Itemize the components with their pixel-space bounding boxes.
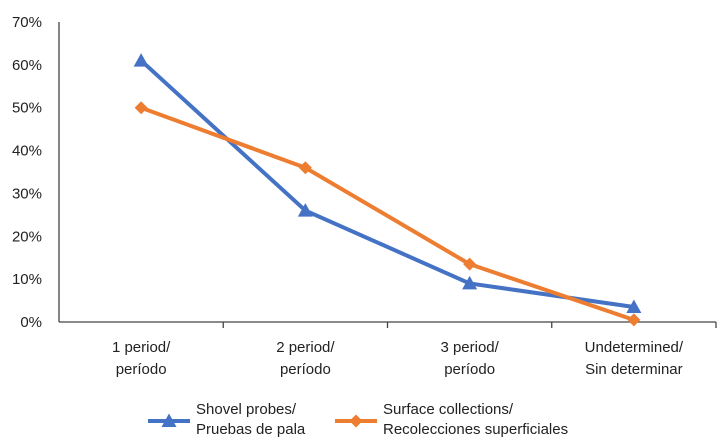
- y-tick-label: 30%: [12, 185, 42, 202]
- data-point-marker: [134, 101, 148, 115]
- data-point-marker: [133, 53, 149, 67]
- series-2: [134, 101, 641, 327]
- x-category-label-line: período: [444, 361, 495, 378]
- legend-label-line: Shovel probes/: [196, 401, 297, 418]
- series-1: [133, 53, 642, 313]
- legend-label-line: Pruebas de pala: [196, 421, 306, 438]
- x-category-label-line: Undetermined/: [585, 339, 684, 356]
- legend-label-line: Recolecciones superficiales: [383, 421, 568, 438]
- y-tick-labels: 0% 10% 20% 30% 40% 50% 60% 70%: [12, 14, 42, 331]
- data-point-marker: [626, 299, 642, 313]
- legend-swatch-marker: [161, 413, 177, 427]
- legend-label: Surface collections/Recolecciones superf…: [383, 401, 568, 438]
- x-category-label-line: 3 period/: [440, 339, 499, 356]
- y-tick-label: 60%: [12, 57, 42, 74]
- series-line: [139, 105, 636, 322]
- x-category-label-line: 1 period/: [112, 339, 171, 356]
- axes: [58, 22, 716, 323]
- legend-label-line: Surface collections/: [383, 401, 514, 418]
- data-point-marker: [463, 257, 477, 271]
- y-tick-label: 40%: [12, 143, 42, 160]
- x-category-label-line: Sin determinar: [585, 361, 683, 378]
- x-category-label-line: 2 period/: [276, 339, 335, 356]
- data-point-marker: [462, 275, 478, 290]
- data-point-marker: [627, 313, 641, 327]
- legend-swatch-marker: [349, 414, 363, 428]
- x-category-label: 3 period/período: [440, 339, 499, 378]
- y-tick-label: 10%: [12, 271, 42, 288]
- x-category-label: 2 period/período: [276, 339, 335, 378]
- y-tick-label: 50%: [12, 100, 42, 117]
- y-tick-label: 20%: [12, 228, 42, 245]
- legend: Shovel probes/Pruebas de pala Surface col…: [148, 401, 568, 438]
- x-category-label: 1 period/período: [112, 339, 171, 378]
- legend-label: Shovel probes/Pruebas de pala: [196, 401, 306, 438]
- data-point-marker: [298, 161, 312, 175]
- series-line: [139, 58, 636, 309]
- data-point-marker: [297, 203, 313, 217]
- x-category-label-line: período: [116, 361, 167, 378]
- series-layer: [133, 53, 642, 327]
- x-category-label: Undetermined/Sin determinar: [585, 339, 684, 378]
- y-tick-label: 0%: [20, 314, 42, 331]
- x-tick-marks: [222, 322, 717, 328]
- x-category-label-line: período: [280, 361, 331, 378]
- legend-entry: Shovel probes/Pruebas de pala: [148, 401, 306, 438]
- y-tick-label: 70%: [12, 14, 42, 31]
- legend-entry: Surface collections/Recolecciones superf…: [335, 401, 568, 438]
